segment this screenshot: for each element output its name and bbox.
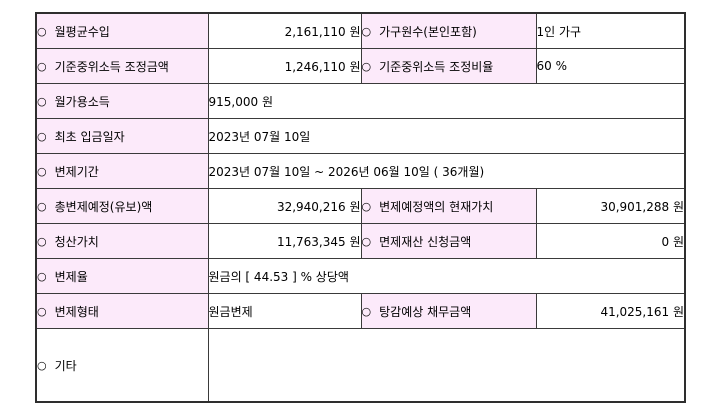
- label-cell-monthly-available-income: ○ 월가용소득: [35, 83, 209, 119]
- label-text: 청산가치: [54, 234, 99, 249]
- label-text: 기준중위소득 조정금액: [54, 59, 169, 74]
- label-cell-exempt-property-claim: ○ 면제재산 신청금액: [360, 223, 537, 259]
- label-cell-total-expected-repayment: ○ 총변제예정(유보)액: [35, 188, 209, 224]
- circle-bullet-icon: ○: [37, 129, 47, 143]
- value-cell-household-members: 1인 가구: [535, 12, 686, 49]
- circle-bullet-icon: ○: [37, 94, 47, 108]
- table-row: ○ 기준중위소득 조정금액 1,246,110 원 ○ 기준중위소득 조정비율 60…: [35, 48, 686, 84]
- label-cell-household-members: ○ 가구원수(본인포함): [360, 12, 537, 49]
- label-text: 탕감예상 채무금액: [379, 304, 472, 319]
- label-cell-median-income-adjustment-ratio: ○ 기준중위소득 조정비율: [360, 48, 537, 84]
- label-cell-repayment-type: ○ 변제형태: [35, 293, 209, 329]
- value-cell-present-value-of-repayment: 30,901,288 원: [535, 188, 686, 224]
- label-text: 총변제예정(유보)액: [54, 199, 153, 214]
- label-text: 기타: [54, 358, 77, 373]
- label-text: 변제예정액의 현재가치: [379, 199, 494, 214]
- value-cell-liquidation-value: 11,763,345 원: [207, 223, 362, 259]
- value-cell-total-expected-repayment: 32,940,216 원: [207, 188, 362, 224]
- label-cell-repayment-rate: ○ 변제율: [35, 258, 209, 294]
- circle-bullet-icon: ○: [37, 164, 47, 178]
- value-cell-exempt-property-claim: 0 원: [535, 223, 686, 259]
- label-text: 월가용소득: [54, 94, 110, 109]
- circle-bullet-icon: ○: [361, 304, 372, 318]
- value-cell-expected-forgiven-debt: 41,025,161 원: [535, 293, 686, 329]
- label-text: 최초 입금일자: [54, 129, 125, 144]
- circle-bullet-icon: ○: [37, 24, 47, 38]
- value-cell-median-income-adjusted-amount: 1,246,110 원: [207, 48, 362, 84]
- label-text: 변제형태: [54, 304, 99, 319]
- table-row: ○ 기타: [35, 328, 686, 403]
- repayment-plan-summary: ○ 월평균수입 2,161,110 원 ○ 가구원수(본인포함) 1인 가구 ○ 기준…: [35, 12, 686, 403]
- value-cell-repayment-type: 원금변제: [207, 293, 362, 329]
- value-cell-median-income-adjustment-ratio: 60 %: [535, 48, 686, 84]
- label-text: 월평균수입: [54, 24, 110, 39]
- label-text: 기준중위소득 조정비율: [379, 59, 494, 74]
- circle-bullet-icon: ○: [361, 24, 372, 38]
- value-cell-monthly-available-income: 915,000 원: [207, 83, 686, 119]
- label-cell-monthly-avg-income: ○ 월평균수입: [35, 12, 209, 49]
- circle-bullet-icon: ○: [37, 304, 47, 318]
- table-row: ○ 월평균수입 2,161,110 원 ○ 가구원수(본인포함) 1인 가구: [35, 12, 686, 49]
- label-cell-liquidation-value: ○ 청산가치: [35, 223, 209, 259]
- label-cell-first-deposit-date: ○ 최초 입금일자: [35, 118, 209, 154]
- circle-bullet-icon: ○: [37, 199, 47, 213]
- circle-bullet-icon: ○: [361, 59, 372, 73]
- label-text: 변제율: [54, 269, 88, 284]
- label-cell-present-value-of-repayment: ○ 변제예정액의 현재가치: [360, 188, 537, 224]
- repayment-plan-table: ○ 월평균수입 2,161,110 원 ○ 가구원수(본인포함) 1인 가구 ○ 기준…: [35, 12, 686, 403]
- value-cell-etc: [207, 328, 686, 403]
- circle-bullet-icon: ○: [37, 234, 47, 248]
- table-row: ○ 총변제예정(유보)액 32,940,216 원 ○ 변제예정액의 현재가치 30…: [35, 188, 686, 224]
- label-text: 가구원수(본인포함): [379, 24, 477, 39]
- circle-bullet-icon: ○: [361, 234, 372, 248]
- table-row: ○ 청산가치 11,763,345 원 ○ 면제재산 신청금액 0 원: [35, 223, 686, 259]
- table-row: ○ 변제형태 원금변제 ○ 탕감예상 채무금액 41,025,161 원: [35, 293, 686, 329]
- table-row: ○ 최초 입금일자 2023년 07월 10일: [35, 118, 686, 154]
- label-text: 변제기간: [54, 164, 99, 179]
- label-text: 면제재산 신청금액: [379, 234, 472, 249]
- table-row: ○ 변제기간 2023년 07월 10일 ~ 2026년 06월 10일 ( 36…: [35, 153, 686, 189]
- value-cell-monthly-avg-income: 2,161,110 원: [207, 12, 362, 49]
- table-row: ○ 변제율 원금의 [ 44.53 ] % 상당액: [35, 258, 686, 294]
- circle-bullet-icon: ○: [37, 358, 47, 372]
- label-cell-etc: ○ 기타: [35, 328, 209, 403]
- circle-bullet-icon: ○: [37, 269, 47, 283]
- label-cell-expected-forgiven-debt: ○ 탕감예상 채무금액: [360, 293, 537, 329]
- label-cell-median-income-adjusted-amount: ○ 기준중위소득 조정금액: [35, 48, 209, 84]
- label-cell-repayment-period: ○ 변제기간: [35, 153, 209, 189]
- table-row: ○ 월가용소득 915,000 원: [35, 83, 686, 119]
- value-cell-first-deposit-date: 2023년 07월 10일: [207, 118, 686, 154]
- circle-bullet-icon: ○: [37, 59, 47, 73]
- value-cell-repayment-rate: 원금의 [ 44.53 ] % 상당액: [207, 258, 686, 294]
- value-cell-repayment-period: 2023년 07월 10일 ~ 2026년 06월 10일 ( 36개월): [207, 153, 686, 189]
- circle-bullet-icon: ○: [361, 199, 372, 213]
